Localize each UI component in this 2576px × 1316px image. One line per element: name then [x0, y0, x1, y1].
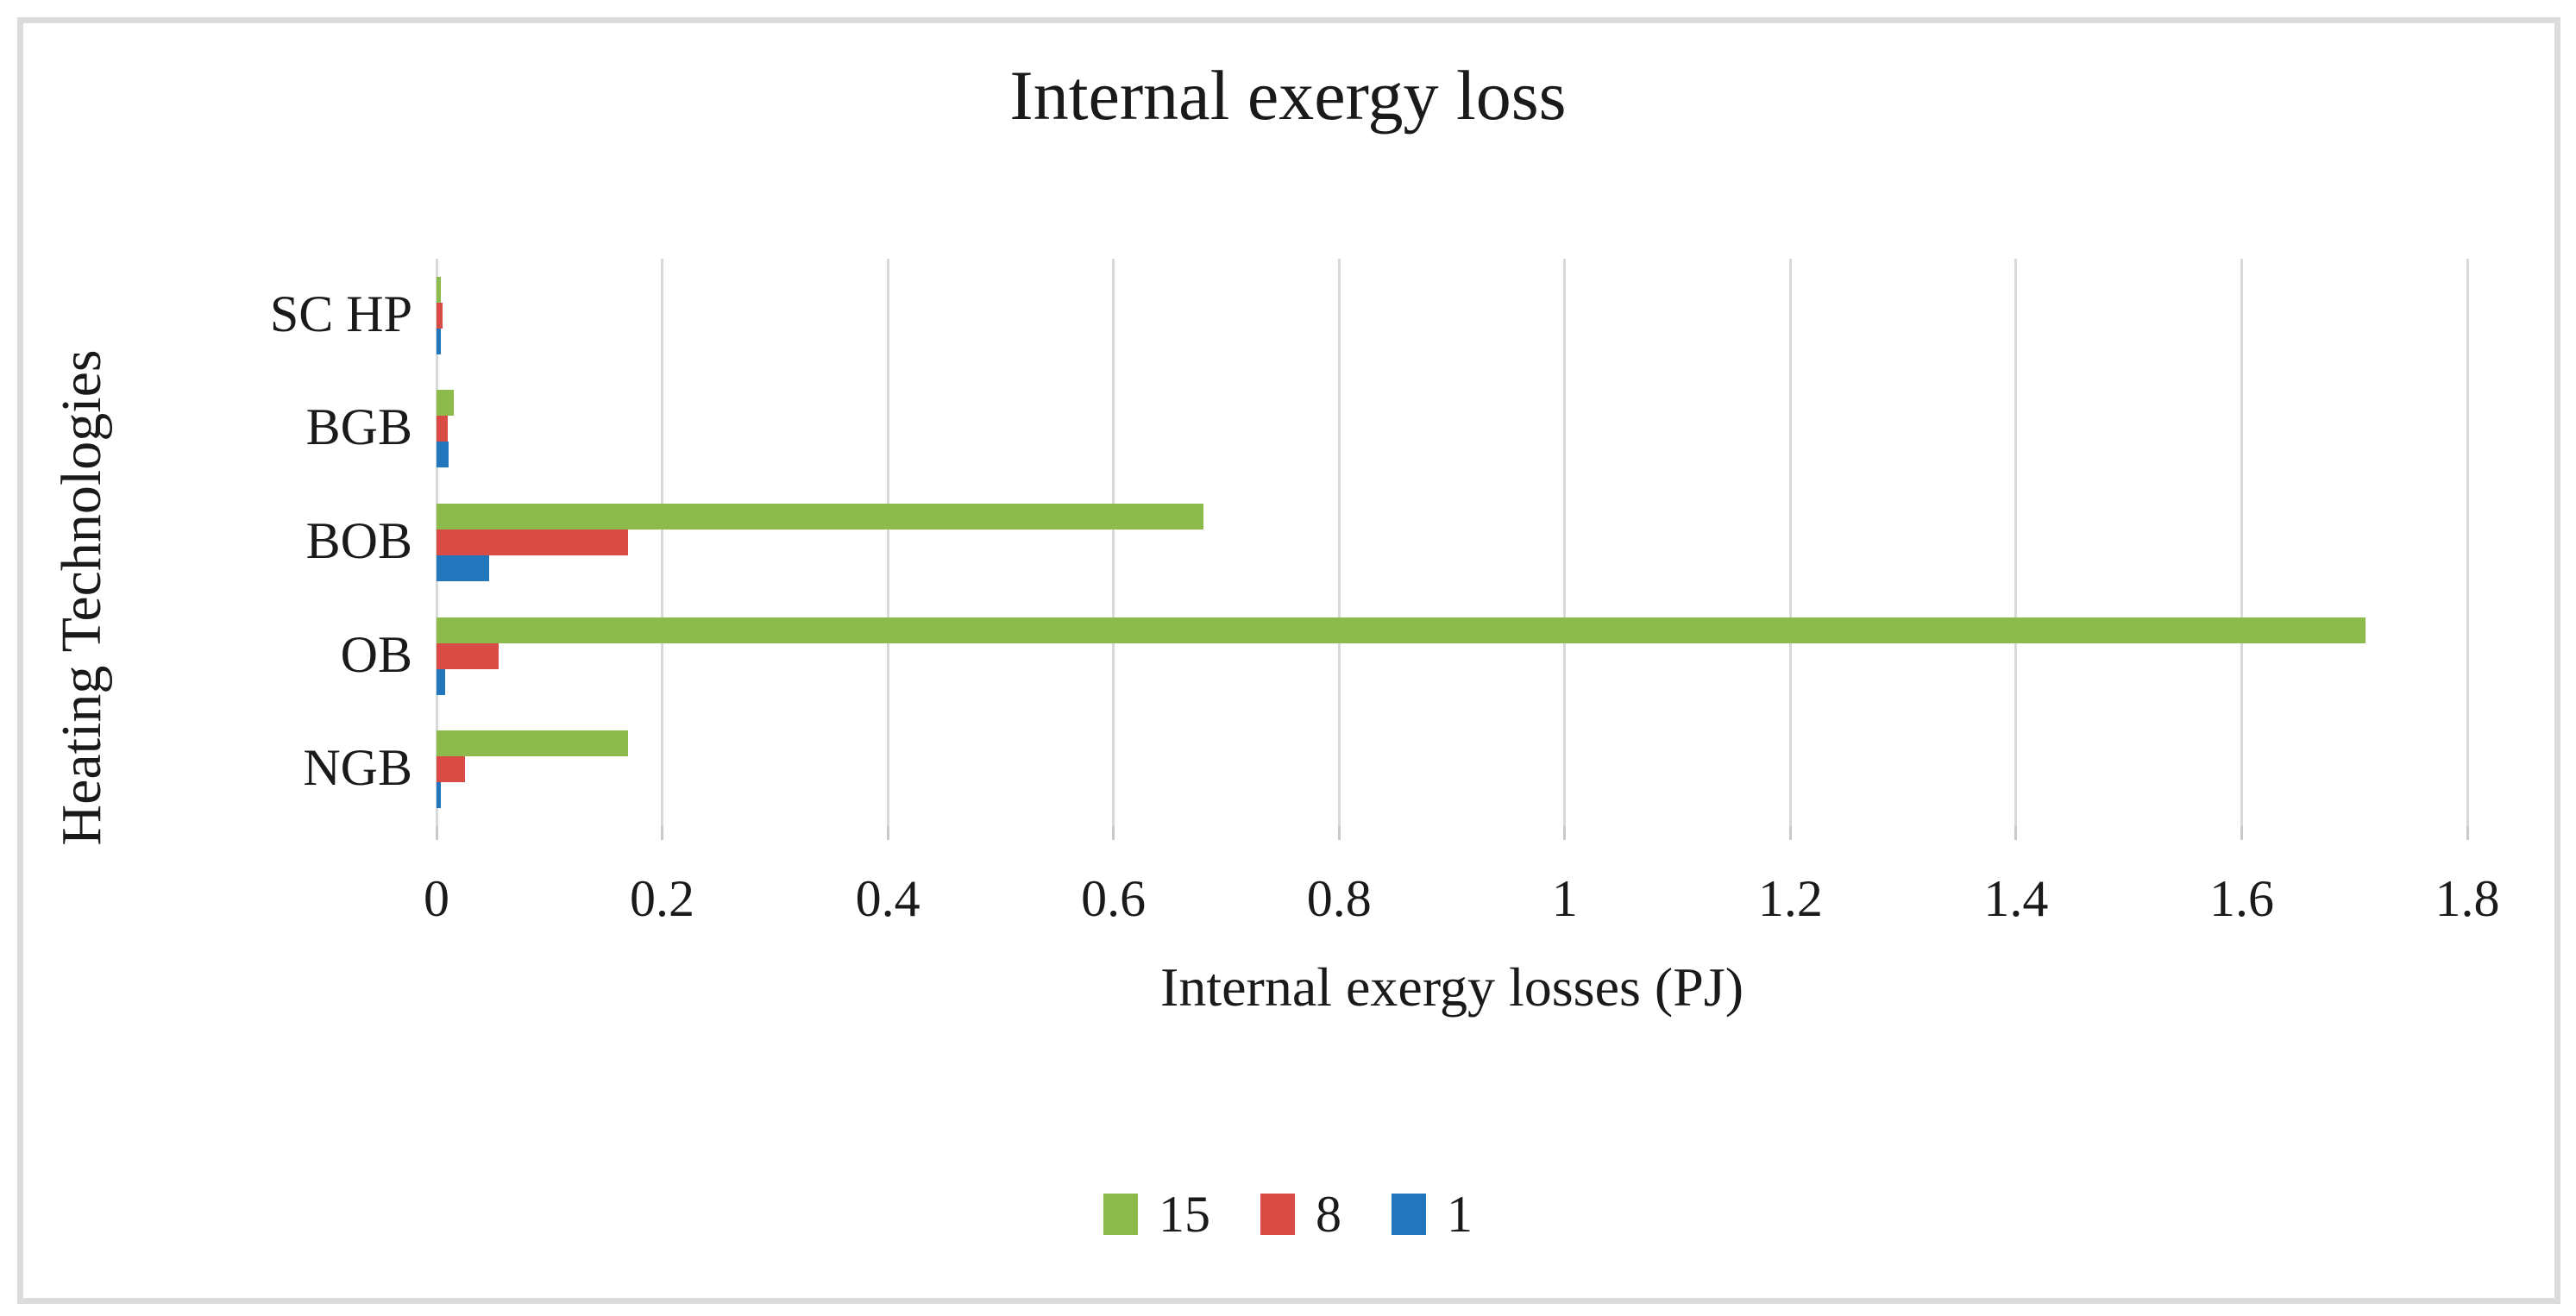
- category-label: BOB: [305, 512, 412, 570]
- x-tick-label: 1.4: [1983, 870, 2049, 927]
- gridline: [1112, 259, 1115, 826]
- axis-tick: [2240, 826, 2243, 840]
- gridline: [1337, 259, 1341, 826]
- legend-item-15: 15: [1103, 1188, 1210, 1240]
- legend-swatch-icon: [1392, 1194, 1426, 1235]
- bar-15-ngb: [437, 730, 629, 757]
- chart-title: Internal exergy loss: [1009, 56, 1567, 135]
- category-label: OB: [340, 625, 412, 683]
- bar-1-bgb: [437, 442, 449, 468]
- gridline: [2014, 259, 2018, 826]
- bar-15-bgb: [437, 390, 454, 417]
- gridline: [1563, 259, 1567, 826]
- legend: 15 8 1: [0, 1188, 2576, 1240]
- gridline: [2240, 259, 2243, 826]
- y-axis-title: Heating Technologies: [50, 349, 113, 846]
- x-axis-title: Internal exergy losses (PJ): [1160, 956, 1744, 1018]
- bar-1-ob: [437, 668, 446, 695]
- gridline: [661, 259, 664, 826]
- bar-15-sc-hp: [437, 276, 442, 303]
- category-label: BGB: [305, 398, 412, 456]
- bar-8-ngb: [437, 756, 465, 783]
- gridline: [886, 259, 889, 826]
- axis-tick: [1337, 826, 1341, 840]
- legend-swatch-icon: [1103, 1194, 1138, 1235]
- category-label: SC HP: [269, 285, 412, 342]
- legend-item-1: 1: [1392, 1188, 1473, 1240]
- x-tick-label: 1.2: [1757, 870, 1823, 927]
- axis-tick: [1112, 826, 1115, 840]
- bar-1-sc-hp: [437, 328, 442, 354]
- bar-15-ob: [437, 617, 2366, 643]
- x-tick-label: 0.8: [1306, 870, 1372, 927]
- bar-8-ob: [437, 642, 499, 669]
- axis-tick: [1563, 826, 1567, 840]
- x-tick-label: 1: [1551, 870, 1578, 927]
- legend-label: 1: [1447, 1186, 1473, 1243]
- bar-1-bob: [437, 555, 490, 581]
- x-tick-label: 1.8: [2435, 870, 2500, 927]
- axis-tick: [886, 826, 889, 840]
- plot-area: [435, 259, 2469, 840]
- bar-8-sc-hp: [437, 302, 443, 329]
- x-tick-label: 1.6: [2208, 870, 2274, 927]
- category-label: NGB: [303, 739, 412, 797]
- legend-label: 15: [1159, 1186, 1210, 1243]
- axis-tick: [2466, 826, 2469, 840]
- gridline: [1788, 259, 1792, 826]
- x-tick-label: 0.4: [855, 870, 920, 927]
- bar-8-bgb: [437, 416, 449, 442]
- legend-item-8: 8: [1260, 1188, 1341, 1240]
- x-tick-label: 0: [424, 870, 449, 927]
- axis-tick: [435, 826, 438, 840]
- axis-tick: [1788, 826, 1792, 840]
- x-tick-label: 0.6: [1081, 870, 1147, 927]
- x-tick-label: 0.2: [630, 870, 695, 927]
- axis-tick: [661, 826, 664, 840]
- legend-label: 8: [1316, 1186, 1341, 1243]
- bar-1-ngb: [437, 782, 442, 809]
- gridline: [2466, 259, 2469, 826]
- axis-tick: [2014, 826, 2018, 840]
- bar-15-bob: [437, 504, 1204, 530]
- bar-8-bob: [437, 530, 629, 555]
- legend-swatch-icon: [1260, 1194, 1295, 1235]
